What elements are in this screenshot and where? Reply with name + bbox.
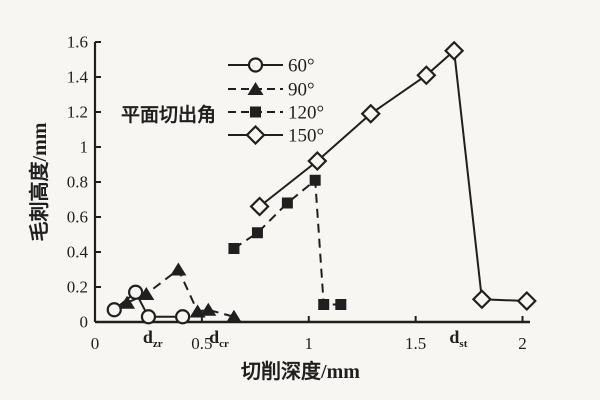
series-120°-marker — [228, 243, 240, 254]
legend-label-90°: 90° — [288, 80, 315, 101]
series-120°-marker — [251, 227, 263, 239]
series-90°-marker — [170, 262, 187, 276]
x-critical-label: dcr — [209, 327, 229, 350]
legend-120°-marker — [250, 106, 261, 118]
legend-90°-marker — [247, 82, 264, 95]
series-150°-marker — [416, 65, 437, 86]
x-tick-label: 0.5 — [191, 334, 212, 353]
series-150°-marker — [360, 103, 381, 124]
series-120°-marker — [318, 299, 330, 310]
y-tick-label: 0.4 — [67, 243, 89, 262]
series-90°-marker — [225, 309, 242, 323]
y-axis-title: 毛刺高度/mm — [27, 122, 51, 241]
y-tick-label: 0.2 — [67, 278, 88, 297]
y-tick-label: 1.2 — [67, 103, 88, 122]
legend-60°-marker — [247, 57, 264, 73]
legend-label-150°: 150° — [288, 126, 324, 147]
series-120°-marker — [281, 197, 293, 209]
x-tick-label: 1 — [305, 334, 314, 353]
y-tick-label: 1.4 — [67, 68, 89, 87]
x-critical-label: dzr — [143, 327, 163, 350]
x-tick-label: 0 — [91, 334, 100, 353]
x-critical-label: dst — [449, 327, 467, 350]
x-axis-title: 切削深度/mm — [241, 359, 360, 383]
series-150°-marker — [249, 196, 270, 217]
y-tick-label: 0.8 — [67, 173, 88, 192]
y-tick-label: 0.6 — [67, 208, 88, 227]
x-tick-label: 2 — [518, 334, 527, 353]
series-150°-marker — [307, 150, 328, 172]
series-120°-marker — [335, 299, 347, 310]
series-60°-marker — [128, 284, 144, 300]
series-120°-marker — [309, 174, 321, 186]
y-tick-label: 0 — [80, 313, 89, 332]
legend-title: 平面切出角 — [121, 103, 216, 126]
y-tick-label: 1.6 — [67, 33, 88, 52]
series-90°-marker — [119, 295, 136, 309]
series-60°-marker — [106, 302, 122, 318]
series-150°-marker — [471, 289, 492, 310]
legend-label-60°: 60° — [288, 56, 315, 77]
series-150°-marker — [516, 290, 537, 312]
legend-label-120°: 120° — [288, 103, 324, 124]
y-tick-label: 1 — [80, 138, 89, 157]
series-90°-marker — [200, 302, 217, 316]
series-90°-marker — [138, 287, 155, 300]
x-tick-label: 1.5 — [405, 334, 426, 353]
legend-150°-marker — [245, 124, 266, 146]
series-150°-marker — [444, 40, 465, 61]
series-60°-marker — [140, 309, 157, 325]
series-60°-marker — [175, 309, 191, 325]
